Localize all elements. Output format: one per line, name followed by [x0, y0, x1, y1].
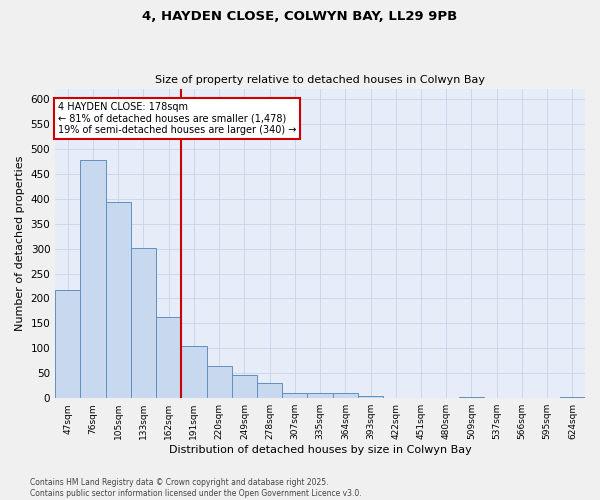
Bar — [560, 396, 585, 398]
Bar — [307, 393, 332, 398]
Bar — [181, 346, 206, 398]
Bar — [358, 396, 383, 398]
Bar — [459, 397, 484, 398]
Bar — [282, 393, 307, 398]
Text: 4, HAYDEN CLOSE, COLWYN BAY, LL29 9PB: 4, HAYDEN CLOSE, COLWYN BAY, LL29 9PB — [142, 10, 458, 23]
Bar — [156, 317, 181, 398]
Bar — [131, 248, 156, 398]
Bar — [106, 202, 131, 398]
Bar — [55, 290, 80, 398]
Bar — [80, 160, 106, 398]
Text: 4 HAYDEN CLOSE: 178sqm
← 81% of detached houses are smaller (1,478)
19% of semi-: 4 HAYDEN CLOSE: 178sqm ← 81% of detached… — [58, 102, 296, 134]
Bar — [257, 383, 282, 398]
Y-axis label: Number of detached properties: Number of detached properties — [15, 156, 25, 332]
Bar — [332, 393, 358, 398]
X-axis label: Distribution of detached houses by size in Colwyn Bay: Distribution of detached houses by size … — [169, 445, 472, 455]
Title: Size of property relative to detached houses in Colwyn Bay: Size of property relative to detached ho… — [155, 76, 485, 86]
Text: Contains HM Land Registry data © Crown copyright and database right 2025.
Contai: Contains HM Land Registry data © Crown c… — [30, 478, 362, 498]
Bar — [206, 366, 232, 398]
Bar — [232, 376, 257, 398]
